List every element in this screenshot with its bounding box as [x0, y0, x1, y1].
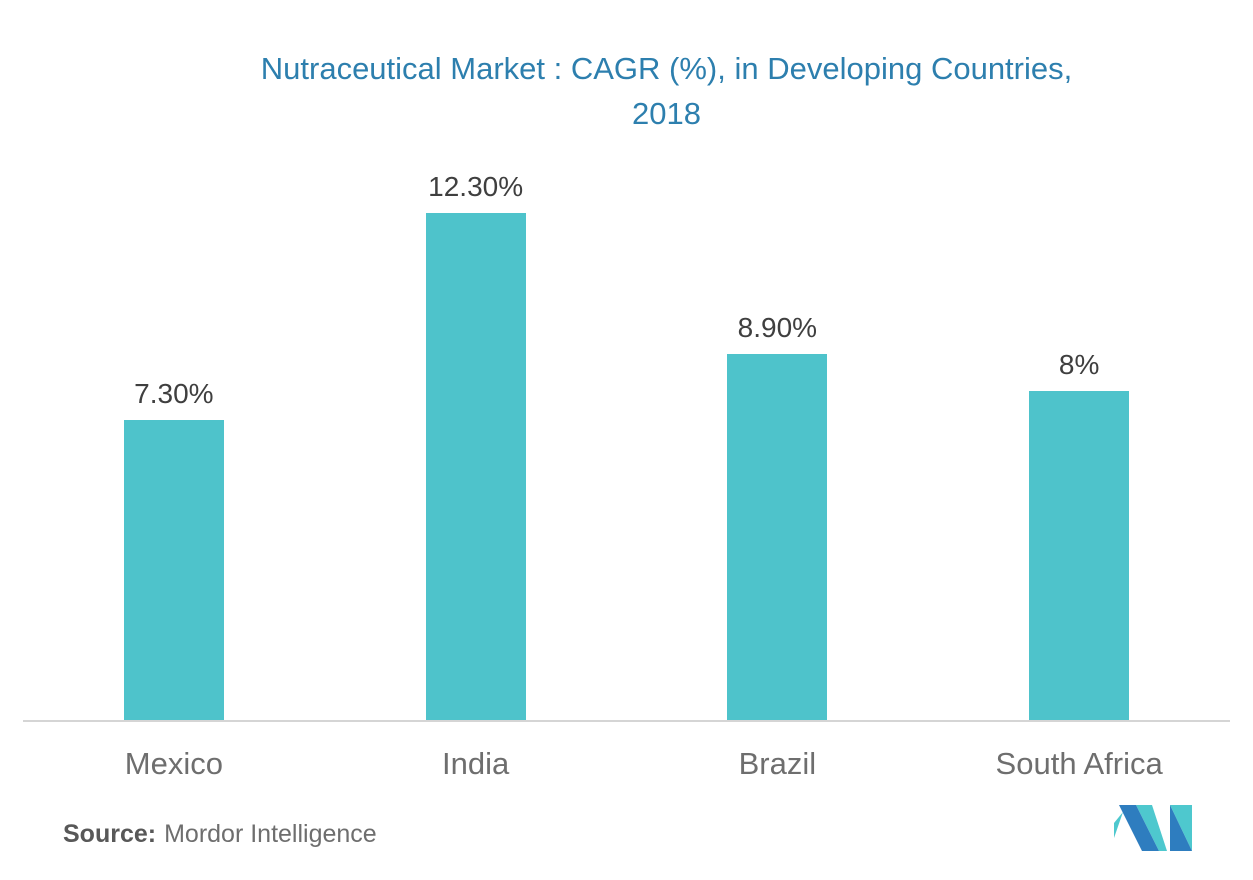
value-label-india: 12.30%: [428, 171, 524, 202]
bar-group-south-africa: 8%: [928, 350, 1230, 722]
chart-title-line-1: Nutraceutical Market : CAGR (%), in Deve…: [260, 51, 1073, 86]
category-axis: Mexico India Brazil South Africa: [23, 747, 1230, 781]
bar-mexico: [123, 420, 224, 722]
bar-group-mexico: 7.30%: [23, 379, 325, 722]
source-label: Source:: [63, 820, 157, 848]
chart-title-line-2: 2018: [632, 96, 701, 131]
chart-title: Nutraceutical Market : CAGR (%), in Deve…: [80, 46, 1253, 136]
bar-south-africa: [1029, 391, 1130, 722]
logo-left-teal-sliver: [1114, 812, 1123, 838]
bar-brazil: [727, 354, 828, 722]
source-attribution: Source: Mordor Intelligence: [63, 820, 377, 849]
bar-group-india: 12.30%: [325, 172, 627, 722]
x-axis-line: [23, 720, 1230, 722]
plot-area: 7.30% 12.30% 8.90% 8%: [23, 160, 1230, 722]
logo-right-blue-triangle: [1170, 805, 1192, 851]
bar-group-brazil: 8.90%: [627, 313, 929, 722]
category-label-mexico: Mexico: [124, 746, 223, 781]
value-label-mexico: 7.30%: [134, 378, 214, 409]
value-label-brazil: 8.90%: [737, 312, 818, 343]
category-label-brazil: Brazil: [738, 746, 817, 781]
mordor-intelligence-logo: [1114, 805, 1192, 851]
category-label-south-africa: South Africa: [995, 746, 1163, 781]
logo-left-blue-stripe: [1119, 805, 1159, 851]
value-label-south-africa: 8%: [1058, 349, 1100, 380]
logo-mid-teal-stripe: [1136, 805, 1167, 851]
category-label-india: India: [442, 746, 510, 781]
bar-india: [425, 213, 526, 722]
source-text: Mordor Intelligence: [164, 820, 377, 848]
